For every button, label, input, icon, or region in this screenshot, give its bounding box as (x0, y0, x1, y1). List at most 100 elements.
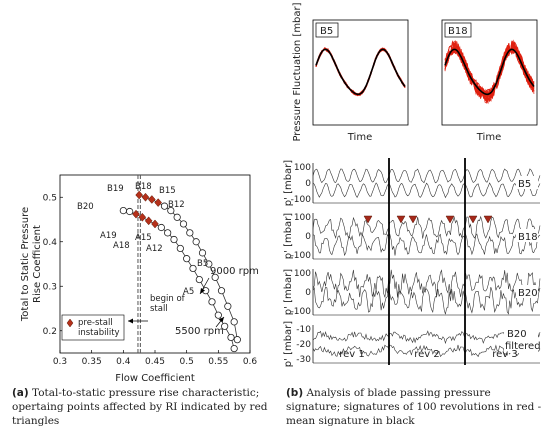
operating-point (214, 311, 222, 319)
left-ylabel-1: Total to Static Pressure (20, 207, 31, 322)
pre-stall-point (141, 192, 150, 202)
instability-marker (468, 215, 478, 224)
operating-point (198, 249, 207, 257)
trace-tick-label: -100 (291, 251, 312, 261)
point-label-b20: B20 (77, 202, 94, 212)
left-caption: (a) Total-to-static pressure rise charac… (12, 386, 280, 428)
operating-point (160, 202, 169, 210)
pre-stall-point (154, 198, 162, 207)
operating-point (192, 238, 200, 246)
trace-tick-label: 0 (305, 288, 311, 298)
top-ylabel: Pressure Fluctuation [mbar] (292, 2, 303, 141)
x-tick-label: 0.6 (243, 357, 258, 367)
instability-marker (396, 215, 406, 224)
trace-tick-label: -10 (296, 325, 311, 335)
mean-signature (315, 48, 406, 96)
point-label-b15: B15 (159, 186, 176, 196)
x-tick-label: 0.4 (116, 357, 131, 367)
signature-trace (444, 41, 535, 99)
left-ylabel-2: Rise Coefficient (32, 225, 43, 303)
trace-label-bg (516, 229, 538, 242)
trace-tick-label: 100 (294, 269, 311, 279)
operating-point (179, 220, 188, 228)
trace-label: B20 (518, 288, 538, 299)
time-label-2: Time (476, 132, 501, 143)
rev-label-3: rev 3 (492, 349, 518, 360)
y-tick-label: 0.3 (43, 282, 57, 292)
operating-point (227, 333, 235, 342)
point-label-a15: A15 (135, 233, 152, 243)
operating-point (164, 229, 172, 237)
y-tick-label: 0.5 (43, 193, 57, 203)
operating-point (208, 298, 216, 306)
stall-label-2: stall (150, 304, 168, 314)
trace-label: B5 (518, 179, 531, 190)
point-label-b5: B5 (197, 259, 208, 269)
speed-low-label: 5500 rpm (175, 326, 224, 337)
trace-label-bg (516, 285, 538, 298)
right-caption-tag: (b) (286, 387, 304, 399)
left-plot: 0.3 0.35 0.4 0.45 0.5 0.55 0.6 0.2 0.3 0.4 0.5 pr… (20, 174, 259, 384)
operating-point (167, 207, 175, 215)
operating-point (205, 260, 213, 268)
pre-stall-point (148, 195, 156, 204)
y-tick-label: 0.2 (43, 327, 57, 337)
right-caption-text: Analysis of blade passing pressure signa… (286, 387, 542, 427)
left-caption-text: Total-to-static pressure rise characteri… (12, 387, 268, 427)
x-tick-label: 0.55 (208, 357, 228, 367)
operating-point (157, 223, 165, 232)
stall-arrowhead (128, 318, 133, 324)
trace-tick-label: -100 (291, 307, 312, 317)
x-tick-label: 0.35 (82, 357, 102, 367)
trace-ylabel: p' [mbar] (283, 321, 294, 368)
pressure-trace (312, 330, 541, 345)
trace-tick-label: -20 (296, 340, 311, 350)
trace-tick-label: -30 (296, 355, 311, 365)
pre-stall-point (144, 216, 153, 226)
stall-label-1: begin of (150, 294, 186, 304)
panel-b5-label: B5 (320, 26, 333, 37)
pre-stall-point (151, 219, 159, 229)
point-label-a5: A5 (183, 287, 194, 297)
panel-b5-frame (312, 19, 409, 126)
instability-marker (408, 215, 418, 224)
operating-point (230, 318, 238, 326)
pressure-trace (312, 168, 541, 184)
y-tick-label: 0.4 (43, 238, 58, 248)
pre-stall-point (132, 209, 140, 219)
trace-tick-label: 100 (294, 213, 311, 223)
panel-b18-frame (441, 19, 538, 126)
operating-point (173, 213, 181, 221)
operating-point (230, 344, 238, 353)
left-caption-tag: (a) (12, 387, 29, 399)
trace-label: B20 (507, 329, 527, 340)
point-label-a18: A18 (113, 241, 130, 251)
operating-point (186, 229, 194, 237)
point-label-b18: B18 (135, 182, 152, 192)
x-tick-label: 0.5 (180, 357, 194, 367)
operating-point (119, 207, 127, 215)
mean-signature (444, 48, 535, 96)
instability-marker (445, 215, 455, 224)
panel-b18-tag (444, 22, 472, 38)
x-tick-label: 0.3 (53, 357, 67, 367)
pre-stall-point (138, 212, 147, 222)
pressure-trace (312, 233, 541, 257)
pressure-trace (312, 215, 541, 240)
point-label-b12: B12 (168, 200, 185, 210)
x-tick-label: 0.45 (145, 357, 165, 367)
time-label-1: Time (347, 132, 372, 143)
trace-tick-label: 0 (305, 232, 311, 242)
legend-box (61, 314, 125, 341)
trace-ylabel: p' [mbar] (283, 160, 294, 207)
right-caption: (b) Analysis of blade passing pressure s… (286, 386, 548, 428)
trace-ylabel: p' [mbar] (283, 213, 294, 260)
panel-b5-tag (315, 22, 339, 38)
speed-high-arrowhead (200, 288, 205, 294)
operating-point (217, 287, 226, 295)
operating-point (170, 235, 178, 244)
right-top: Pressure Fluctuation [mbar] B5 B18 Time … (292, 2, 538, 143)
operating-point (189, 264, 197, 273)
